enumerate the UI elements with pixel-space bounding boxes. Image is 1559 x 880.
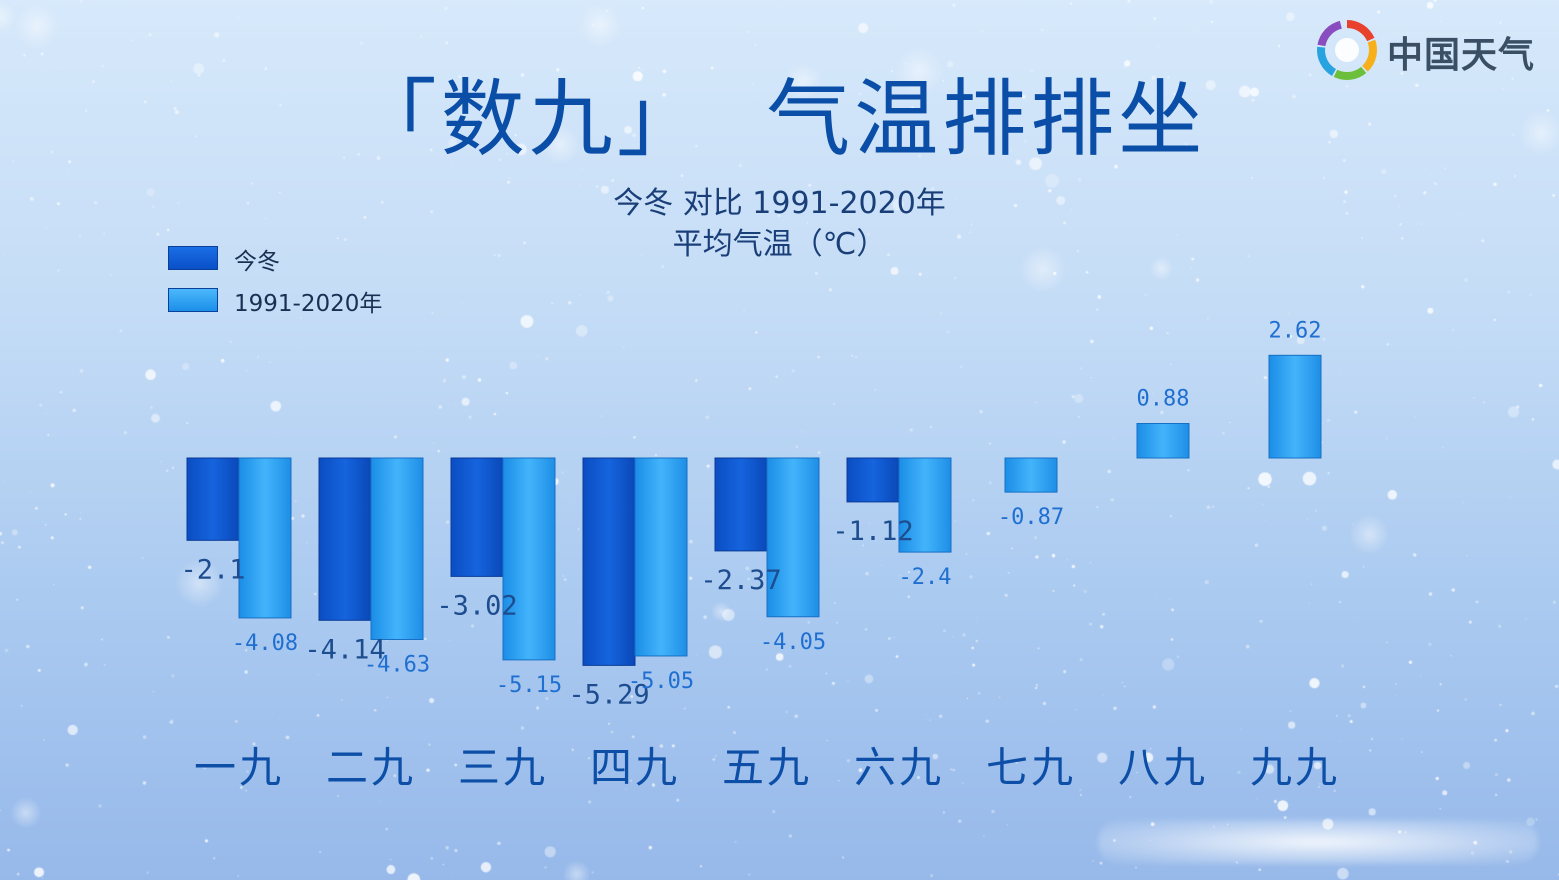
bar-this-winter-3 [450,457,504,577]
bar-this-winter-5 [714,457,768,552]
data-label-normal-7: -0.87 [998,505,1064,530]
chart-subtitle-unit: 平均气温（℃） [672,227,887,262]
legend-swatch-normal [168,288,218,312]
bar-normal-7 [1004,457,1058,493]
page-title: 「数九」 气温排排坐 [352,70,1207,168]
bar-normal-3 [502,457,556,661]
watermark-blur [1098,820,1538,864]
chart-subtitle-comparison: 今冬 对比 1991-2020年 [613,186,946,221]
data-label-this-winter-5: -2.37 [700,565,781,596]
bar-normal-1 [238,457,292,619]
data-label-this-winter-3: -3.02 [436,590,517,621]
category-label-2: 二九 [326,743,416,792]
data-label-normal-5: -4.05 [760,630,826,655]
legend-label-this-winter: 今冬 [234,249,280,275]
data-label-this-winter-2: -4.14 [304,634,385,665]
data-label-this-winter-4: -5.29 [568,679,649,710]
data-label-normal-1: -4.08 [232,631,298,656]
legend-swatch-this-winter [168,246,218,270]
legend-label-normal: 1991-2020年 [234,291,383,317]
logo-swirl-icon [1317,19,1377,80]
data-label-normal-9: 2.62 [1269,318,1322,343]
bar-this-winter-1 [186,457,240,541]
bar-normal-4 [634,457,688,657]
data-label-normal-3: -5.15 [496,673,562,698]
category-label-7: 七九 [986,743,1076,792]
china-weather-logo: 中国天气 [1315,18,1535,82]
data-label-normal-2: -4.63 [364,652,430,677]
data-label-normal-4: -5.05 [628,669,694,694]
category-label-9: 九九 [1250,743,1340,792]
bar-this-winter-6 [846,457,900,503]
bar-normal-6 [898,457,952,553]
category-label-8: 八九 [1118,743,1208,792]
category-label-1: 一九 [194,743,284,792]
category-label-5: 五九 [722,743,812,792]
data-label-this-winter-6: -1.12 [832,516,913,547]
category-label-4: 四九 [590,743,680,792]
bar-normal-5 [766,457,820,618]
category-label-3: 三九 [458,743,548,792]
bar-this-winter-2 [318,457,372,621]
bar-normal-9 [1268,354,1322,459]
bar-normal-2 [370,457,424,640]
data-label-this-winter-1: -2.1 [180,554,245,585]
bar-this-winter-4 [582,457,636,666]
data-label-normal-8: 0.88 [1137,387,1190,412]
bar-normal-8 [1136,423,1190,459]
logo-text: 中国天气 [1387,35,1536,76]
category-label-6: 六九 [854,743,944,792]
data-label-normal-6: -2.4 [899,565,952,590]
